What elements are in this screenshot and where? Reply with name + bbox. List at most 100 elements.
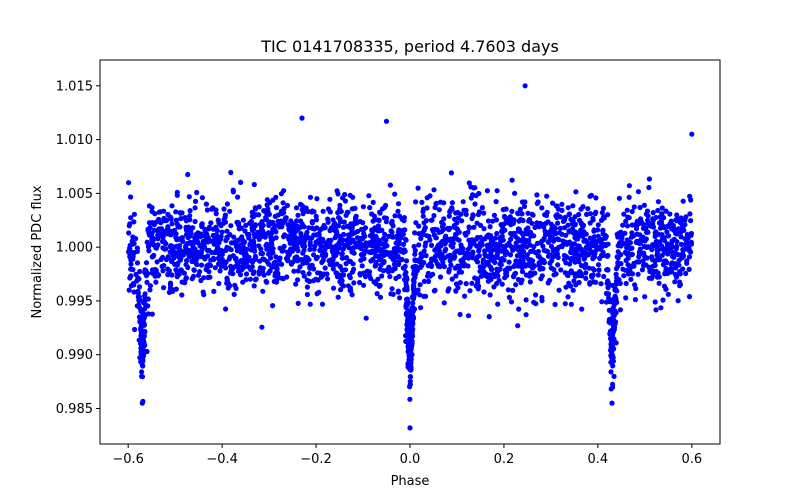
data-point: [554, 271, 559, 276]
data-point: [657, 281, 662, 286]
data-point: [382, 252, 387, 257]
data-point: [396, 260, 401, 265]
data-point: [495, 273, 500, 278]
data-point: [179, 210, 184, 215]
data-point: [157, 226, 162, 231]
data-point: [389, 230, 394, 235]
data-point: [475, 259, 480, 264]
data-point: [174, 237, 179, 242]
data-point: [563, 240, 568, 245]
data-point: [238, 180, 243, 185]
data-point: [570, 242, 575, 247]
data-point: [404, 282, 409, 287]
data-point: [211, 227, 216, 232]
data-point: [201, 290, 206, 295]
chart-title: TIC 0141708335, period 4.7603 days: [260, 37, 559, 56]
data-point: [462, 294, 467, 299]
data-point: [624, 245, 629, 250]
data-point: [240, 280, 245, 285]
data-point: [354, 214, 359, 219]
data-point: [585, 251, 590, 256]
data-point: [170, 289, 175, 294]
data-point: [257, 259, 262, 264]
data-point: [350, 195, 355, 200]
data-point: [517, 238, 522, 243]
data-point: [678, 234, 683, 239]
data-point: [266, 223, 271, 228]
data-point: [299, 116, 304, 121]
data-point: [626, 256, 631, 261]
data-point: [462, 262, 467, 267]
x-tick-label: 0.0: [400, 452, 421, 467]
data-point: [209, 207, 214, 212]
data-point: [266, 262, 271, 267]
data-point: [544, 248, 549, 253]
data-point: [497, 278, 502, 283]
data-point: [416, 186, 421, 191]
data-point: [538, 276, 543, 281]
data-point: [683, 271, 688, 276]
data-point: [687, 248, 692, 253]
data-point: [590, 256, 595, 261]
data-point: [637, 259, 642, 264]
data-point: [553, 302, 558, 307]
data-point: [388, 183, 393, 188]
data-point: [395, 239, 400, 244]
data-point: [458, 243, 463, 248]
data-point: [337, 203, 342, 208]
data-point: [189, 259, 194, 264]
data-point: [442, 264, 447, 269]
data-point: [472, 275, 477, 280]
data-point: [512, 191, 517, 196]
data-point: [336, 244, 341, 249]
data-point: [342, 192, 347, 197]
data-point: [178, 216, 183, 221]
data-point: [251, 271, 256, 276]
data-point: [288, 233, 293, 238]
data-point: [565, 294, 570, 299]
data-point: [333, 270, 338, 275]
data-point: [214, 232, 219, 237]
data-point: [681, 253, 686, 258]
data-point: [674, 212, 679, 217]
x-tick-label: −0.2: [300, 452, 332, 467]
data-point: [270, 303, 275, 308]
data-point: [378, 283, 383, 288]
data-point: [253, 222, 258, 227]
data-point: [301, 211, 306, 216]
data-point: [265, 202, 270, 207]
data-point: [141, 329, 146, 334]
data-point: [241, 241, 246, 246]
data-point: [628, 277, 633, 282]
data-point: [135, 249, 140, 254]
data-point: [475, 235, 480, 240]
data-point: [495, 302, 500, 307]
data-point: [637, 232, 642, 237]
data-point: [474, 243, 479, 248]
data-point: [258, 251, 263, 256]
data-point: [191, 267, 196, 272]
data-point: [422, 226, 427, 231]
data-point: [528, 258, 533, 263]
data-point: [357, 271, 362, 276]
data-point: [384, 219, 389, 224]
data-point: [617, 196, 622, 201]
data-point: [179, 268, 184, 273]
data-point: [297, 264, 302, 269]
data-point: [448, 253, 453, 258]
x-axis-label: Phase: [391, 474, 430, 489]
data-point: [636, 254, 641, 259]
data-point: [658, 214, 663, 219]
data-point: [246, 232, 251, 237]
data-point: [674, 231, 679, 236]
data-point: [609, 401, 614, 406]
data-point: [272, 261, 277, 266]
data-point: [375, 291, 380, 296]
data-point: [658, 246, 663, 251]
data-point: [502, 275, 507, 280]
data-point: [555, 236, 560, 241]
data-point: [295, 248, 300, 253]
data-point: [175, 190, 180, 195]
data-point: [540, 244, 545, 249]
data-point: [644, 236, 649, 241]
